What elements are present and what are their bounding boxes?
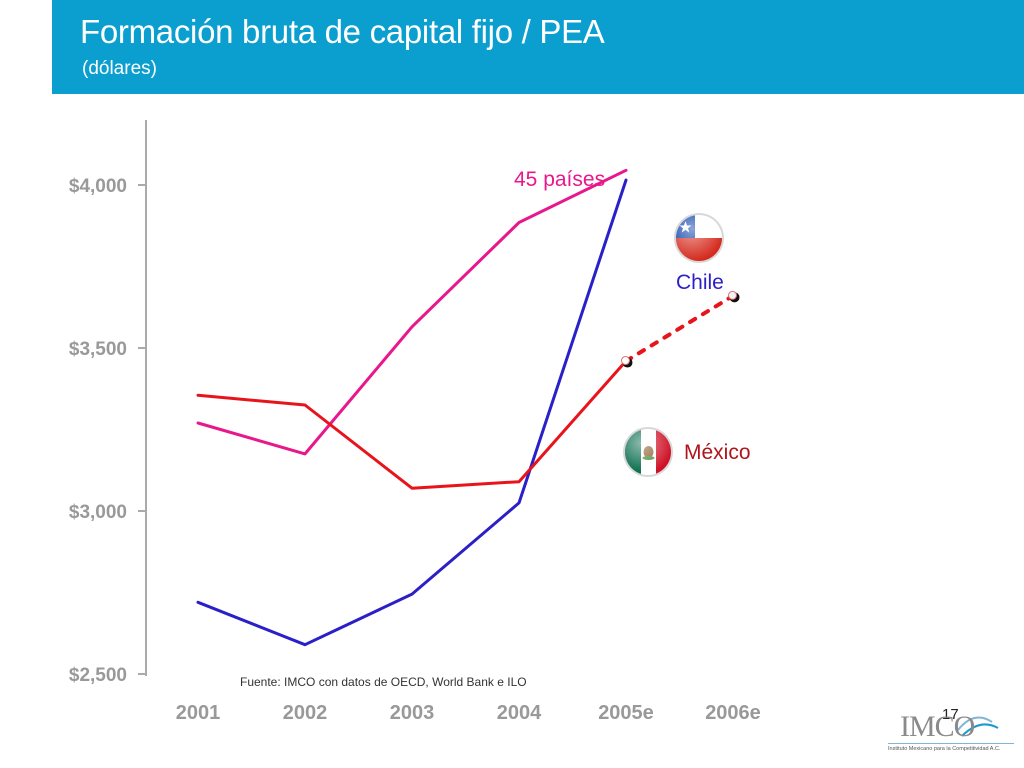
y-tick-label: $2,500: [69, 665, 127, 686]
page-number: 17: [942, 706, 959, 723]
projection-marker-highlight: [728, 290, 737, 300]
logo-tagline: Instituto Mexicano para la Competitivida…: [888, 746, 1001, 752]
logo-text: IMCO: [900, 710, 975, 743]
series-line-45-paises: [196, 168, 628, 456]
x-tick-label: 2005e: [598, 702, 654, 724]
imco-logo: IMCO Instituto Mexicano para la Competit…: [888, 706, 1018, 762]
series-line-chile: [196, 178, 628, 647]
x-tick-label: 2006e: [705, 702, 761, 724]
chile-flag-icon: [674, 213, 724, 263]
slide-header: Formación bruta de capital fijo / PEA (d…: [52, 0, 1024, 94]
source-note: Fuente: IMCO con datos de OECD, World Ba…: [240, 675, 527, 689]
x-tick-label: 2001: [176, 702, 221, 724]
slide-subtitle: (dólares): [82, 58, 157, 79]
series-line-mexico: [196, 359, 628, 490]
x-tick-label: 2003: [390, 702, 435, 724]
y-tick-label: $3,000: [69, 502, 127, 523]
mexico-projection-line: [624, 293, 735, 364]
logo-divider: [888, 743, 1014, 744]
label-mexico: México: [684, 441, 751, 464]
x-tick-label: 2002: [283, 702, 328, 724]
projection-marker-highlight: [621, 356, 630, 366]
y-tick-label: $3,500: [69, 339, 127, 360]
y-tick-label: $4,000: [69, 176, 127, 197]
slide-title: Formación bruta de capital fijo / PEA: [80, 13, 605, 50]
mexico-flag-icon: [623, 427, 673, 477]
label-chile: Chile: [676, 271, 724, 294]
label-45-paises: 45 países: [514, 168, 605, 191]
x-tick-label: 2004: [497, 702, 542, 724]
logo-swirl-icon: [957, 716, 999, 737]
